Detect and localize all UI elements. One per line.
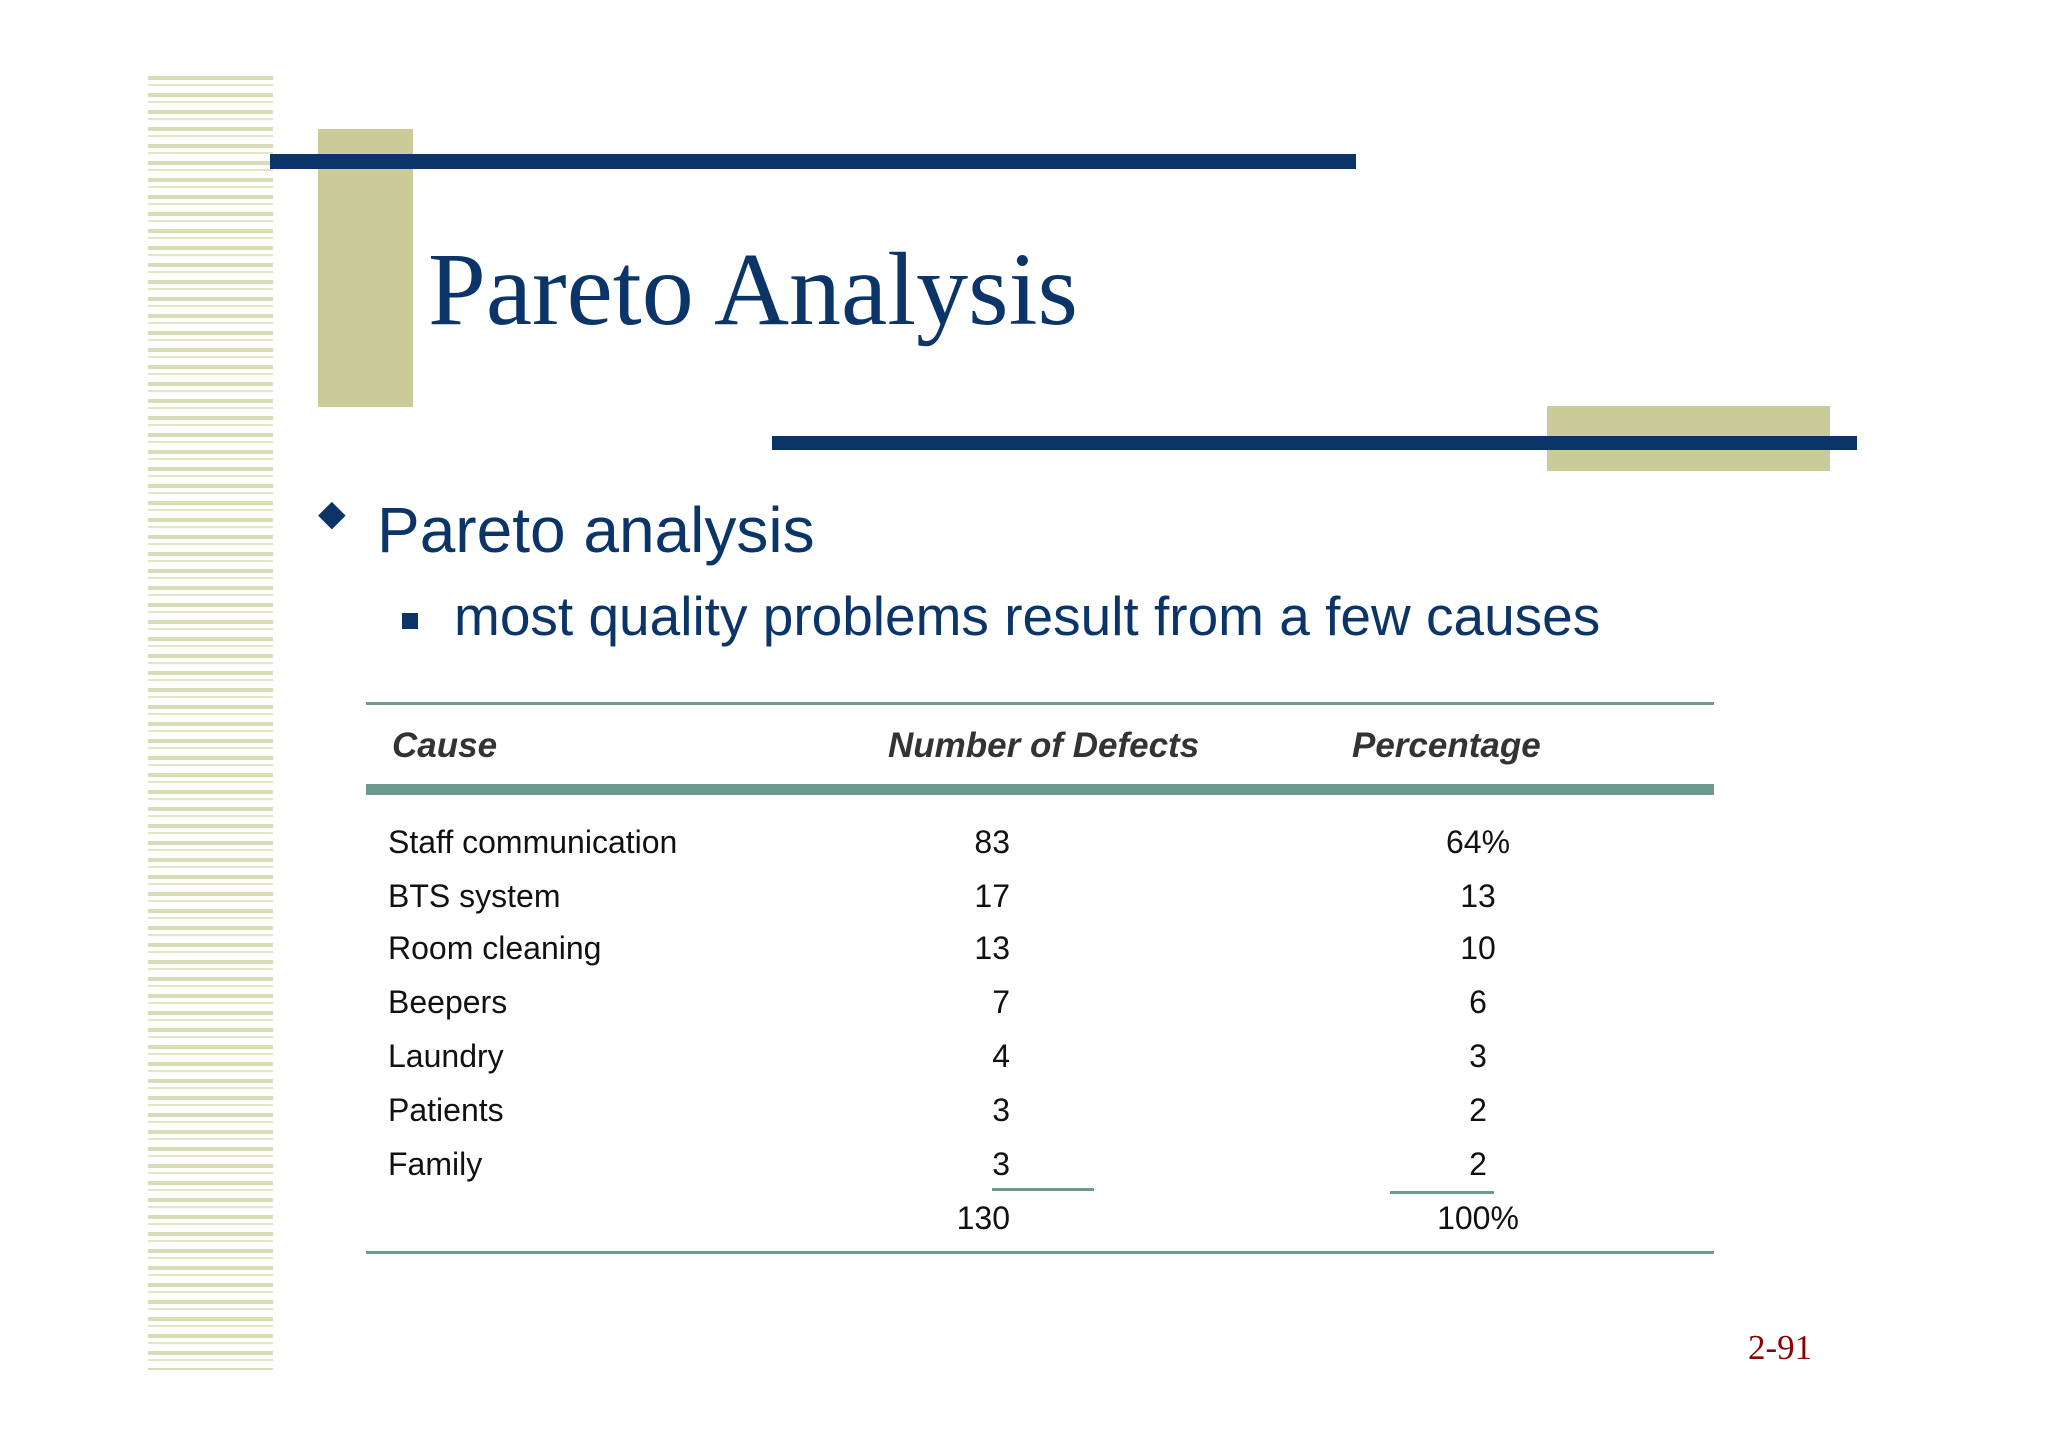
table-top-rule [366, 702, 1714, 705]
sub-bullet-text: most quality problems result from a few … [454, 585, 1601, 647]
sum-rule-percentage [1390, 1191, 1494, 1194]
table-header-rule [366, 784, 1714, 795]
table-total-row: 130 100% [366, 1193, 1714, 1247]
header-cause: Cause [392, 726, 498, 765]
defects-cell: 83 [974, 824, 1010, 860]
square-bullet-icon [402, 613, 418, 629]
total-defects: 130 [956, 1200, 1010, 1236]
cause-cell: Laundry [388, 1038, 504, 1074]
defects-cell: 17 [974, 878, 1010, 914]
table-row: BTS system 17 13 [366, 871, 1714, 925]
table-row: Patients 3 2 [366, 1085, 1714, 1139]
bullet-text: Pareto analysis [377, 494, 815, 566]
cause-cell: Family [388, 1146, 483, 1182]
percentage-cell: 2 [1469, 1146, 1487, 1182]
header-number-of-defects: Number of Defects [888, 726, 1200, 765]
cause-cell: Beepers [388, 984, 508, 1020]
bottom-rule [772, 436, 1857, 450]
table-bottom-rule [366, 1251, 1714, 1254]
defects-cell: 13 [974, 930, 1010, 966]
defects-cell: 3 [992, 1146, 1010, 1182]
table-row: Family 3 2 [366, 1139, 1714, 1193]
defects-cell: 7 [992, 984, 1010, 1020]
table-row: Staff communication 83 64% [366, 817, 1714, 871]
percentage-cell: 2 [1469, 1092, 1487, 1128]
defects-table: Cause Number of Defects Percentage Staff… [366, 702, 1714, 1254]
percentage-cell: 10 [1460, 930, 1496, 966]
top-rule [270, 154, 1356, 169]
diamond-bullet-icon: ◆ [318, 492, 346, 533]
header-percentage: Percentage [1352, 726, 1541, 765]
table-row: Laundry 4 3 [366, 1031, 1714, 1085]
defects-cell: 4 [992, 1038, 1010, 1074]
percentage-cell: 64% [1445, 824, 1511, 860]
table-row: Room cleaning 13 10 [366, 923, 1714, 977]
percentage-cell: 3 [1469, 1038, 1487, 1074]
page-title: Pareto Analysis [428, 232, 1078, 347]
percentage-cell: 13 [1460, 878, 1496, 914]
percentage-cell: 6 [1469, 984, 1487, 1020]
cause-cell: BTS system [388, 878, 561, 914]
defects-cell: 3 [992, 1092, 1010, 1128]
cause-cell: Staff communication [388, 824, 678, 860]
title-accent-block [318, 129, 413, 407]
total-percentage: 100% [1437, 1200, 1519, 1236]
table-row: Beepers 7 6 [366, 977, 1714, 1031]
cause-cell: Room cleaning [388, 930, 602, 966]
decorative-stripes [148, 76, 273, 1370]
slide-number: 2-91 [1748, 1328, 1813, 1367]
sum-rule-defects [992, 1188, 1094, 1191]
cause-cell: Patients [388, 1092, 504, 1128]
